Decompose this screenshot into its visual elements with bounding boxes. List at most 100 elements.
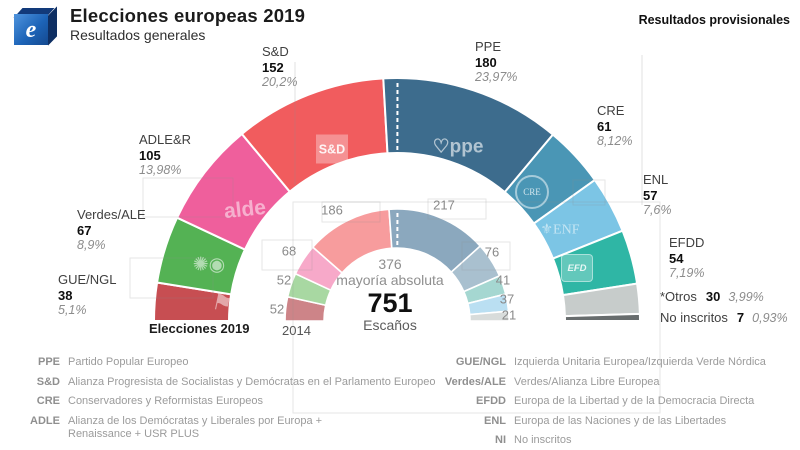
legend-row-left-2: CRE Conservadores y Reformistas Europeos bbox=[8, 395, 458, 409]
legend-description: Europa de las Naciones y de las Libertad… bbox=[514, 414, 727, 427]
logo-cube-front: e bbox=[14, 14, 48, 45]
party-pct-enl: 7,6% bbox=[643, 203, 672, 217]
party-pct-noinscritos: 0,93% bbox=[752, 311, 788, 325]
party-pct-guengl: 5,1% bbox=[58, 303, 87, 317]
party-seats-enl: 57 bbox=[643, 187, 658, 203]
callout-box bbox=[292, 201, 661, 414]
inner-seats-verdesale: 52 bbox=[276, 272, 292, 288]
party-name-cre: CRE bbox=[597, 103, 625, 118]
callout-box bbox=[427, 198, 487, 220]
total-seats-label: Escaños bbox=[363, 317, 417, 333]
legend-description: No inscritos bbox=[514, 434, 572, 446]
callout-box bbox=[129, 257, 214, 299]
legend-abbr: CRE bbox=[36, 395, 60, 407]
legend-row-left-3: ADLE Alianza de los Demócratas y Liberale… bbox=[8, 415, 458, 442]
legend-row-left-0: PPE Partido Popular Europeo bbox=[8, 356, 458, 370]
party-pct-adler: 13,98% bbox=[139, 163, 182, 177]
majority-seats-value: 376 bbox=[378, 256, 402, 272]
inner-seats-adle: 68 bbox=[281, 243, 297, 259]
legend-row-right-2: EFDD Europa de la Libertad y de la Democr… bbox=[348, 395, 796, 409]
logo-letter: e bbox=[25, 16, 37, 43]
legend-row-right-3: ENL Europa de las Naciones y de las Liber… bbox=[348, 415, 796, 429]
party-pct-cre: 8,12% bbox=[597, 134, 633, 148]
party-name-enl: ENL bbox=[643, 172, 669, 187]
inner-seats-guengl: 52 bbox=[269, 301, 285, 317]
party-label-cre: CRE 61 8,12% bbox=[597, 103, 632, 150]
party-name-guengl: GUE/NGL bbox=[58, 272, 117, 287]
legend-description: Verdes/Alianza Libre Europea bbox=[514, 375, 660, 388]
party-label-guengl: GUE/NGL 38 5,1% bbox=[58, 272, 117, 319]
callout-box bbox=[261, 239, 313, 271]
legend-row-right-1: Verdes/ALE Verdes/Alianza Libre Europea bbox=[348, 376, 796, 390]
legend-description: Europa de la Libertad y de la Democracia… bbox=[514, 395, 755, 407]
legend-abbr: NI bbox=[495, 434, 506, 446]
party-pct-otros: 3,99% bbox=[728, 290, 764, 304]
legend-description: Alianza Progresista de Socialistas y Dem… bbox=[68, 375, 436, 388]
legend-abbr: ENL bbox=[484, 414, 506, 427]
callout-box bbox=[461, 241, 511, 271]
legend-row-right-0: GUE/NGL Izquierda Unitaria Europea/Izquie… bbox=[348, 356, 796, 370]
total-seats-value: 751 bbox=[367, 288, 413, 318]
segment-Elecciones-2019-Noinscritos bbox=[563, 312, 642, 322]
party-name-noinscritos: No inscritos bbox=[660, 310, 728, 325]
inner-seats-ppe: 217 bbox=[433, 197, 455, 213]
party-name-efdd: EFDD bbox=[669, 235, 705, 250]
party-seats-adler: 105 bbox=[139, 147, 161, 163]
callout-box bbox=[572, 179, 606, 206]
legend-description: Conservadores y Reformistas Europeos bbox=[68, 395, 264, 407]
page-title: Elecciones europeas 2019 bbox=[70, 5, 306, 26]
party-label-enl: ENL 57 7,6% bbox=[643, 172, 672, 219]
majority-seats-label: mayoría absoluta bbox=[336, 272, 444, 288]
party-seats-sd: 152 bbox=[262, 59, 284, 75]
party-label-ppe: PPE 180 23,97% bbox=[475, 39, 517, 86]
party-label-sd: S&D 152 20,2% bbox=[262, 44, 297, 91]
page-subtitle: Resultados generales bbox=[70, 27, 206, 43]
party-seats-verdesale: 67 bbox=[77, 222, 92, 238]
legend-left-column: PPE Partido Popular Europeo S&D Alianza Pro… bbox=[8, 356, 458, 448]
party-name-ppe: PPE bbox=[475, 39, 502, 54]
legend-abbr: EFDD bbox=[476, 395, 506, 407]
party-seats-noinscritos: 7 bbox=[736, 310, 745, 325]
party-pct-efdd: 7,19% bbox=[669, 266, 705, 280]
inner-seats-cre: 76 bbox=[484, 244, 500, 260]
legend-description: Partido Popular Europeo bbox=[68, 356, 189, 368]
legend-abbr: ADLE bbox=[30, 414, 60, 427]
legend-description: Izquierda Unitaria Europea/Izquierda Ver… bbox=[514, 356, 766, 368]
callout-box bbox=[142, 177, 234, 218]
party-seats-otros: 30 bbox=[705, 289, 721, 304]
party-seats-cre: 61 bbox=[597, 118, 612, 134]
party-pct-ppe: 23,97% bbox=[475, 70, 518, 84]
party-label-otros: *Otros 30 3,99% bbox=[660, 289, 764, 304]
party-name-adler: ADLE&R bbox=[139, 132, 192, 147]
inner-seats-efdd: 41 bbox=[495, 272, 511, 288]
inner-seats-ni: 21 bbox=[501, 307, 517, 323]
legend-abbr: Verdes/ALE bbox=[444, 375, 506, 388]
party-seats-guengl: 38 bbox=[58, 287, 73, 303]
legend-row-left-1: S&D Alianza Progresista de Socialistas y … bbox=[8, 376, 458, 390]
outer-ring-label: Elecciones 2019 bbox=[149, 321, 250, 336]
inner-seats-sd: 186 bbox=[321, 202, 343, 218]
party-name-sd: S&D bbox=[262, 44, 289, 59]
party-label-adler: ADLE&R 105 13,98% bbox=[139, 132, 191, 179]
legend-right-column: GUE/NGL Izquierda Unitaria Europea/Izquie… bbox=[348, 356, 796, 450]
inner-seats-enl: 37 bbox=[499, 291, 515, 307]
legend-abbr: PPE bbox=[37, 356, 60, 368]
party-seats-ppe: 180 bbox=[475, 54, 497, 70]
party-label-noinscritos: No inscritos 7 0,93% bbox=[660, 310, 788, 325]
party-seats-efdd: 54 bbox=[669, 250, 684, 266]
party-label-verdesale: Verdes/ALE 67 8,9% bbox=[77, 207, 146, 254]
party-name-verdesale: Verdes/ALE bbox=[77, 207, 146, 222]
broadcaster-logo-icon: e bbox=[8, 3, 57, 47]
legend-row-right-4: NI No inscritos bbox=[348, 434, 796, 448]
party-label-efdd: EFDD 54 7,19% bbox=[669, 235, 704, 282]
segment-2014-NI bbox=[468, 310, 510, 322]
inner-ring-label: 2014 bbox=[282, 323, 311, 338]
callout-box bbox=[321, 201, 381, 223]
legend-abbr: GUE/NGL bbox=[455, 356, 506, 368]
party-name-otros: *Otros bbox=[660, 289, 697, 304]
party-pct-verdesale: 8,9% bbox=[77, 238, 106, 252]
legend-description: Alianza de los Demócratas y Liberales po… bbox=[68, 414, 323, 441]
legend-abbr: S&D bbox=[36, 375, 60, 388]
